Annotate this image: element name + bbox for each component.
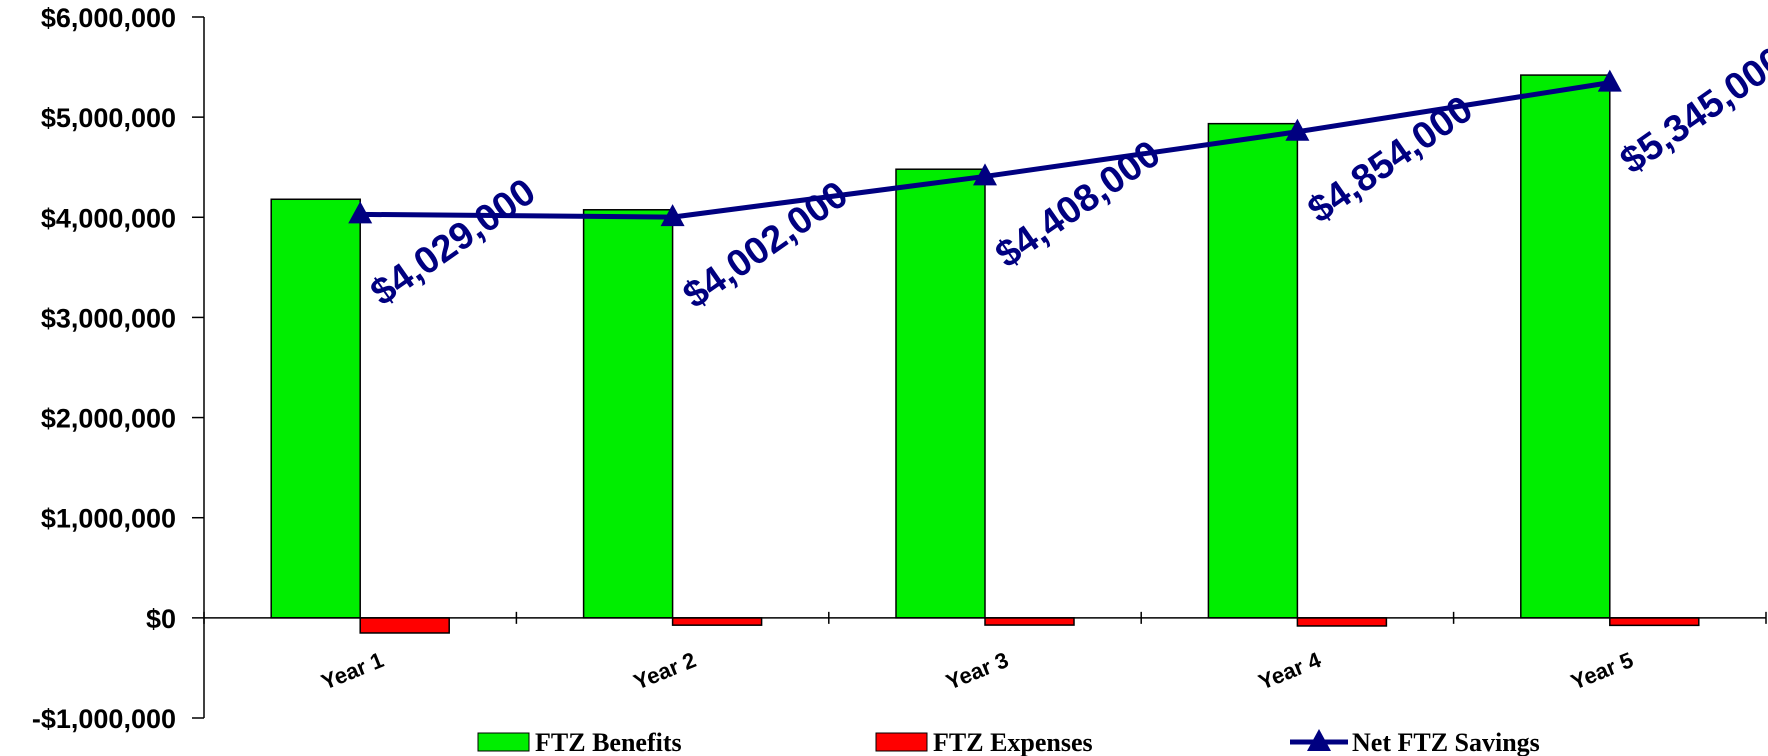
bar-ftz-expenses — [1296, 617, 1388, 627]
bar-ftz-benefits — [270, 198, 361, 619]
net-savings-data-label: $4,002,000 — [676, 174, 856, 317]
x-tick-label: Year 3 — [942, 647, 1011, 694]
net-savings-marker — [1597, 69, 1622, 92]
bar-ftz-benefits — [895, 168, 986, 619]
x-tick-label: Year 1 — [318, 647, 387, 694]
bar-ftz-benefits — [582, 209, 674, 619]
bar-ftz-benefits — [1207, 122, 1299, 619]
net-savings-marker — [660, 204, 685, 227]
legend-label-net-ftz-savings: Net FTZ Savings — [1352, 728, 1540, 756]
legend-label-ftz-expenses: FTZ Expenses — [933, 728, 1093, 756]
y-tick-label: $4,000,000 — [41, 203, 176, 233]
net-savings-data-label: $5,345,000 — [1613, 39, 1768, 182]
net-savings-data-label: $4,408,000 — [988, 133, 1168, 276]
y-tick-label: $5,000,000 — [41, 103, 176, 133]
y-tick-label: -$1,000,000 — [32, 704, 176, 734]
bar-ftz-expenses — [1609, 617, 1700, 627]
bar-ftz-expenses — [359, 617, 450, 634]
bar-ftz-benefits — [1520, 74, 1611, 619]
net-savings-marker — [348, 201, 373, 224]
x-tick-label: Year 5 — [1567, 647, 1636, 694]
y-tick-label: $0 — [146, 604, 176, 634]
legend-label-ftz-benefits: FTZ Benefits — [535, 728, 682, 756]
y-tick-label: $6,000,000 — [41, 3, 176, 33]
x-tick-label: Year 4 — [1255, 647, 1325, 695]
bar-ftz-expenses — [984, 617, 1075, 626]
net-savings-marker — [1285, 118, 1310, 141]
net-savings-data-label: $4,029,000 — [363, 171, 543, 314]
y-tick-label: $2,000,000 — [41, 404, 176, 434]
bar-ftz-expenses — [671, 617, 763, 626]
legend-swatch-ftz-expenses — [875, 732, 928, 752]
net-savings-data-label: $4,854,000 — [1301, 88, 1481, 231]
legend-swatch-ftz-benefits — [477, 732, 530, 752]
y-tick-label: $1,000,000 — [41, 504, 176, 534]
legend-marker-net-ftz-savings — [1307, 729, 1331, 751]
y-tick-label: $3,000,000 — [41, 303, 176, 333]
x-tick-label: Year 2 — [630, 647, 699, 694]
net-savings-marker — [973, 163, 997, 186]
